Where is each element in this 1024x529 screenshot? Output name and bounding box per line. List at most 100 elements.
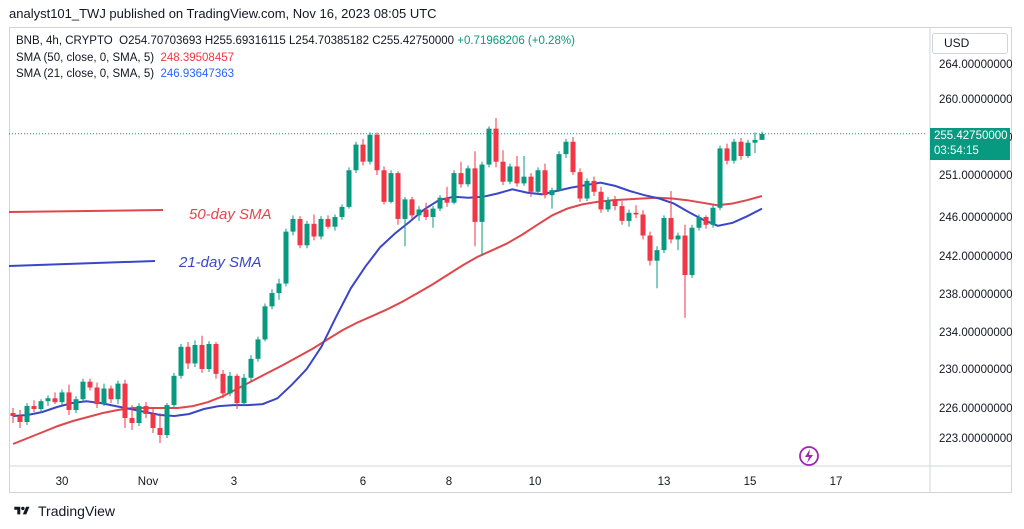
candle-body <box>598 191 604 210</box>
sma21-annotation-line <box>9 260 156 267</box>
candle <box>458 161 464 188</box>
candle <box>360 138 366 166</box>
candle <box>472 151 478 247</box>
candle-body <box>17 416 23 422</box>
event-badge-ring <box>799 446 819 466</box>
candle <box>542 163 548 199</box>
candle <box>59 389 65 406</box>
candle-body <box>724 148 730 161</box>
candle-body <box>325 218 331 227</box>
event-badge-bolt <box>805 449 813 463</box>
y-tick-label: 238.00000000 <box>939 289 1012 301</box>
candle-body <box>514 166 520 184</box>
candle-body <box>612 200 618 207</box>
sma21-legend-row[interactable]: SMA (21, close, 0, SMA, 5) 246.93647363 <box>16 66 575 83</box>
x-tick-label: 3 <box>231 476 237 488</box>
candle-body <box>633 212 639 215</box>
candle-body <box>605 200 611 210</box>
last-price-tag: 255.42750000 03:54:15 <box>930 128 1010 160</box>
candle-body <box>94 387 100 405</box>
candle <box>269 289 275 310</box>
candle <box>192 340 198 368</box>
candle <box>241 373 247 407</box>
candle <box>430 206 436 228</box>
sma50-legend-row[interactable]: SMA (50, close, 0, SMA, 5) 248.39508457 <box>16 50 575 67</box>
candle-body <box>311 223 317 237</box>
candle-body <box>626 212 632 221</box>
candle <box>465 165 471 187</box>
candle-body <box>661 217 667 251</box>
candle-body <box>647 235 653 261</box>
x-tick-label: 15 <box>744 476 757 488</box>
price-chart[interactable]: 264.00000000260.00000000255.00000000251.… <box>9 27 1012 493</box>
candle-body <box>759 133 765 140</box>
candle-body <box>199 344 205 369</box>
candle-body <box>185 346 191 364</box>
candle-body <box>332 217 338 227</box>
candle-body <box>563 141 569 155</box>
y-tick-label: 251.00000000 <box>939 170 1012 182</box>
footer-brand[interactable]: TradingView <box>12 503 115 519</box>
candle-body <box>192 344 198 364</box>
candle-body <box>381 170 387 202</box>
candle <box>731 138 737 164</box>
candle <box>234 373 240 409</box>
candle <box>570 137 576 175</box>
candle <box>633 205 639 218</box>
candle <box>717 145 723 211</box>
candle <box>479 161 485 256</box>
open-value: O254.70703693 <box>119 35 202 47</box>
candle <box>171 372 177 408</box>
candle-body <box>213 344 219 374</box>
candle-body <box>164 405 170 435</box>
candle <box>514 156 520 187</box>
candle-body <box>73 399 79 410</box>
y-tick-label: 230.00000000 <box>939 364 1012 376</box>
candle-body <box>521 176 527 184</box>
candle <box>283 228 289 287</box>
candle <box>493 118 499 168</box>
candle-body <box>276 283 282 294</box>
x-tick-label: 6 <box>360 476 366 488</box>
candle-body <box>171 375 177 406</box>
currency-button[interactable]: USD <box>932 33 1008 54</box>
candle <box>605 196 611 212</box>
candle-body <box>570 141 576 173</box>
candle <box>402 196 408 247</box>
candle-body <box>101 388 107 405</box>
candle-body <box>472 168 478 222</box>
candle-body <box>129 418 135 423</box>
candle-body <box>395 173 401 219</box>
candle-body <box>24 406 30 422</box>
candle-body <box>479 164 485 222</box>
candle-body <box>493 128 499 162</box>
candle <box>507 163 513 185</box>
candle <box>52 392 58 405</box>
candle <box>437 195 443 212</box>
candle <box>38 399 44 413</box>
candle <box>45 395 51 407</box>
candle-body <box>374 134 380 171</box>
y-tick-label: 260.00000000 <box>939 94 1012 106</box>
candle-body <box>52 398 58 403</box>
candle-body <box>136 406 142 423</box>
publish-header: analyst101_TWJ published on TradingView.… <box>9 6 437 21</box>
candle <box>339 204 345 220</box>
candle <box>367 132 373 165</box>
candle-body <box>640 214 646 236</box>
candle-body <box>178 346 184 376</box>
candle <box>178 344 184 379</box>
candle <box>227 371 233 397</box>
candle-body <box>556 154 562 191</box>
chart-legend: BNB, 4h, CRYPTO O254.70703693 H255.69316… <box>16 33 575 83</box>
sma21-label: SMA (21, close, 0, SMA, 5) <box>16 68 155 80</box>
candle <box>528 173 534 197</box>
candle-body <box>458 173 464 185</box>
last-price-value: 255.42750000 <box>934 130 1008 142</box>
candle-body <box>535 170 541 192</box>
candle <box>185 342 191 369</box>
candle <box>206 341 212 372</box>
candle <box>276 278 282 300</box>
candle <box>738 137 744 160</box>
candle <box>521 156 527 186</box>
